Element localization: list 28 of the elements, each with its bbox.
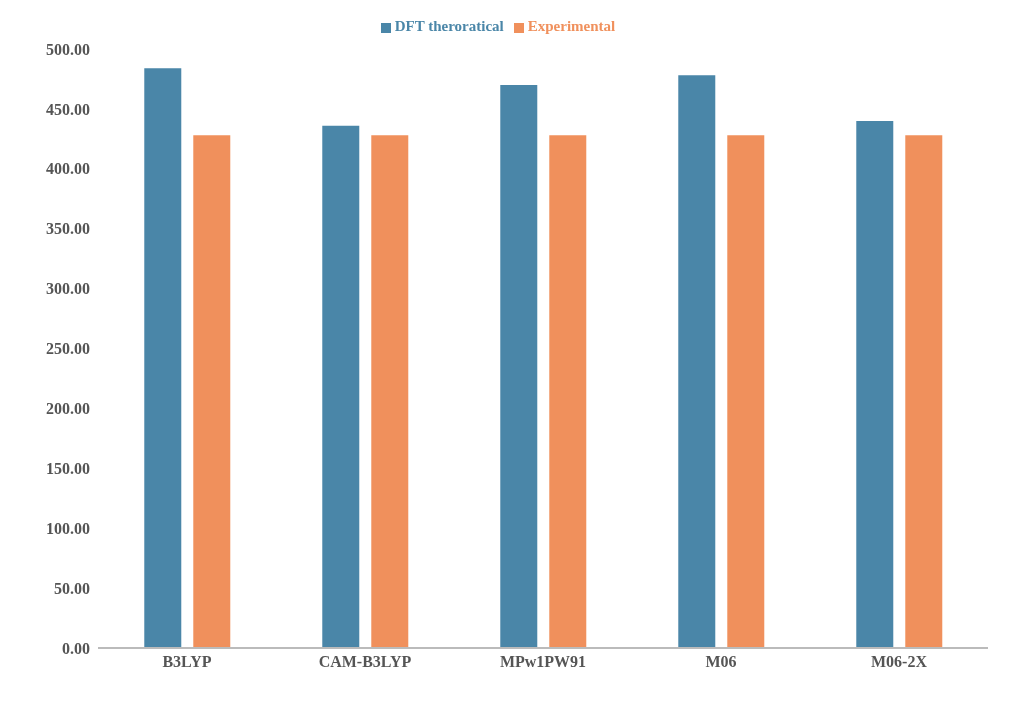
y-tick-label: 500.00	[46, 40, 90, 58]
bar	[678, 75, 716, 648]
bar	[193, 135, 231, 648]
y-tick-label: 350.00	[46, 220, 90, 238]
bar	[371, 135, 409, 648]
x-tick-label: B3LYP	[162, 653, 212, 671]
y-tick-label: 100.00	[46, 519, 90, 537]
bar	[856, 120, 894, 648]
legend-label: Experimental	[527, 18, 616, 34]
x-tick-label: MPw1PW91	[499, 653, 587, 671]
x-tick-label: CAM-B3LYP	[318, 653, 412, 671]
bar	[500, 84, 538, 648]
legend-label: DFT theroratical	[394, 18, 504, 34]
y-tick-label: 300.00	[46, 280, 90, 298]
y-tick-label: 450.00	[46, 100, 90, 118]
y-tick-label: 200.00	[46, 400, 90, 418]
y-tick-label: 400.00	[46, 160, 90, 178]
y-tick-label: 0.00	[62, 639, 90, 657]
y-tick-label: 250.00	[46, 340, 90, 358]
bar	[144, 68, 182, 648]
x-tick-label: M06	[705, 653, 737, 671]
y-tick-label: 50.00	[54, 579, 90, 597]
y-tick-label: 150.00	[46, 459, 90, 477]
x-tick-label: M06-2X	[871, 653, 928, 671]
bar	[549, 135, 587, 648]
bar	[905, 135, 943, 648]
bar	[727, 135, 765, 648]
bar	[322, 125, 360, 648]
